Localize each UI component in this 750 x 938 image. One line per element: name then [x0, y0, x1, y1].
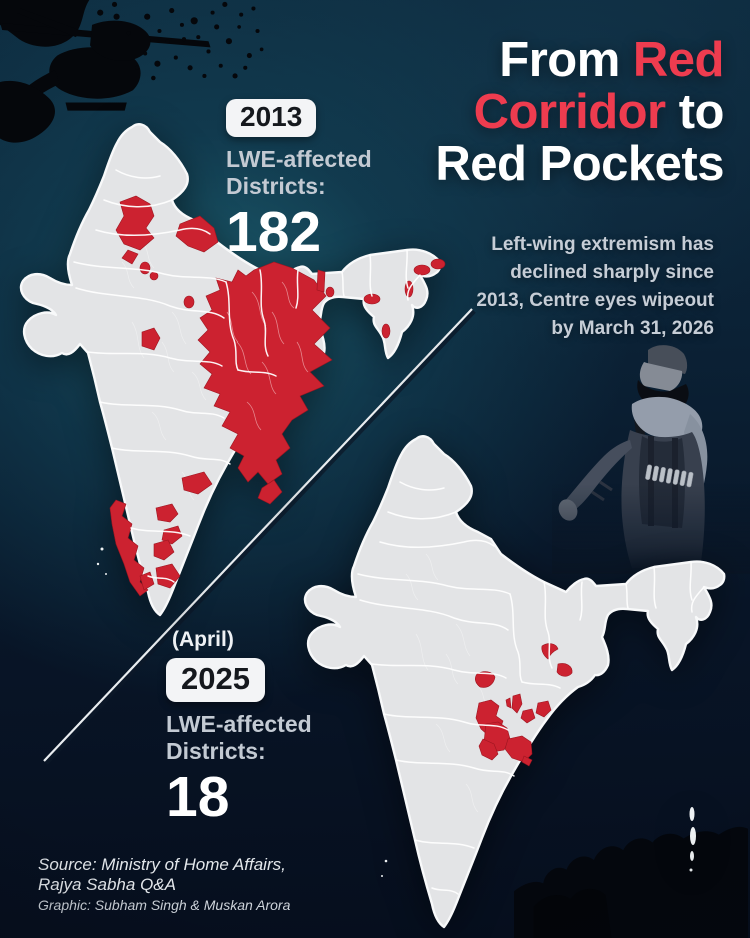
districts-label-2025: LWE-affected Districts: [166, 711, 312, 764]
title-line-3: Red Pockets [435, 137, 724, 191]
districts-label-2013: LWE-affected Districts: [226, 146, 372, 199]
stat-panel-2025: (April) 2025 LWE-affected Districts: 18 [166, 628, 312, 826]
india-map-2025 [303, 435, 726, 929]
andaman-islands [381, 807, 696, 877]
forest-silhouette [514, 826, 748, 938]
credits: Source: Ministry of Home Affairs, Rajya … [38, 855, 290, 914]
subtitle: Left-wing extremism has declined sharply… [476, 234, 714, 339]
militant-photo [552, 345, 750, 574]
graphic-credit: Graphic: Subham Singh & Muskan Arora [38, 897, 291, 913]
title-line-2: Corridor to [473, 85, 725, 139]
title-line-1: From Red [499, 33, 724, 87]
lakshadweep-islands [96, 547, 107, 575]
source-note: Source: Ministry of Home Affairs, Rajya … [38, 855, 286, 894]
helicopter-icon [0, 0, 264, 143]
april-label: (April) [172, 628, 234, 651]
districts-count-2013: 182 [226, 200, 322, 264]
year-badge-2025: 2025 [166, 658, 265, 702]
stat-panel-2013: 2013 LWE-affected Districts: 182 [226, 99, 372, 261]
page-title: From Red Corridor to Red Pockets [435, 34, 724, 190]
year-badge-2013: 2013 [226, 99, 317, 137]
districts-count-2025: 18 [166, 765, 230, 829]
